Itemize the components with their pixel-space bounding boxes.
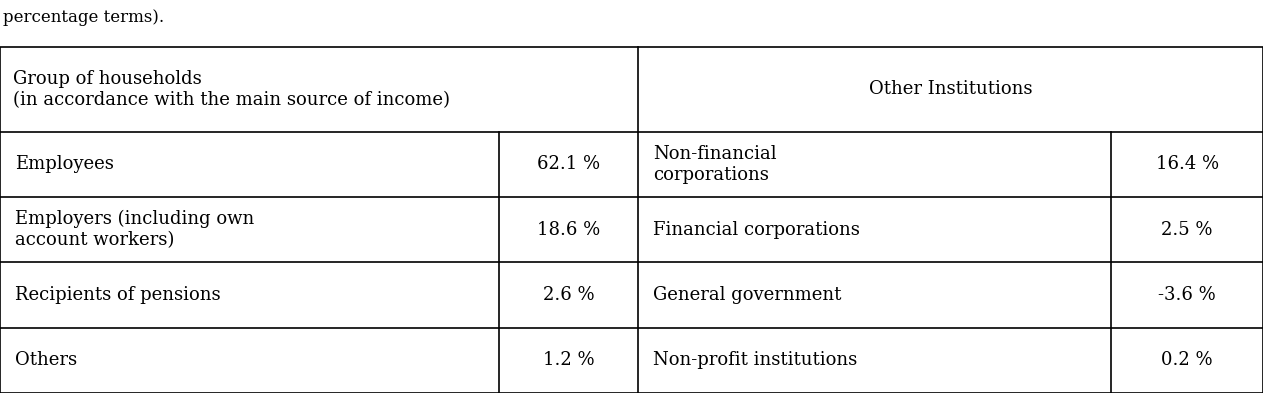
Text: Employers (including own
account workers): Employers (including own account workers… [15, 210, 254, 249]
Text: General government: General government [653, 286, 841, 304]
Text: 2.6 %: 2.6 % [543, 286, 594, 304]
Text: 1.2 %: 1.2 % [543, 351, 594, 369]
Text: Financial corporations: Financial corporations [653, 220, 860, 239]
Text: 0.2 %: 0.2 % [1162, 351, 1212, 369]
Text: Employees: Employees [15, 155, 114, 173]
Text: Non-profit institutions: Non-profit institutions [653, 351, 858, 369]
Text: Recipients of pensions: Recipients of pensions [15, 286, 221, 304]
Text: -3.6 %: -3.6 % [1158, 286, 1216, 304]
Text: Non-financial
corporations: Non-financial corporations [653, 145, 777, 184]
Text: Others: Others [15, 351, 77, 369]
Text: 2.5 %: 2.5 % [1162, 220, 1212, 239]
Text: 62.1 %: 62.1 % [537, 155, 600, 173]
Text: Group of households
(in accordance with the main source of income): Group of households (in accordance with … [13, 70, 450, 109]
Text: Other Institutions: Other Institutions [869, 81, 1032, 98]
Text: 18.6 %: 18.6 % [537, 220, 600, 239]
Text: percentage terms).: percentage terms). [3, 9, 164, 26]
Text: 16.4 %: 16.4 % [1156, 155, 1219, 173]
Bar [0, 47, 1263, 393]
